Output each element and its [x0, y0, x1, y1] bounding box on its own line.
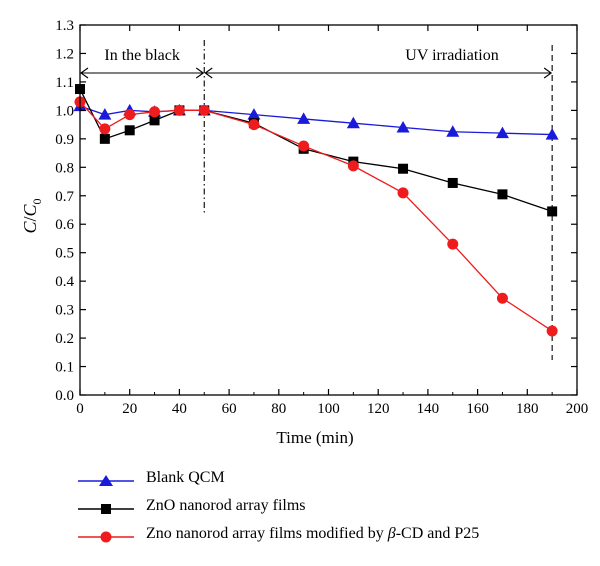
y-tick-label: 1.3 — [55, 18, 74, 34]
legend-label: ZnO nanorod array films — [146, 497, 306, 514]
data-point — [347, 160, 359, 172]
data-point — [546, 325, 558, 337]
square-marker-icon — [78, 504, 134, 514]
uv-phase-label: UV irradiation — [405, 47, 498, 64]
data-point — [346, 116, 360, 129]
series-line — [79, 101, 553, 332]
x-tick-label: 100 — [317, 401, 340, 417]
x-tick-label: 20 — [122, 401, 137, 417]
data-point — [124, 109, 136, 121]
y-tick-label: 1.2 — [55, 46, 74, 62]
x-tick-label: 160 — [466, 401, 489, 417]
data-point — [495, 126, 509, 139]
x-tick-label: 80 — [271, 401, 286, 417]
x-tick-label: 180 — [516, 401, 539, 417]
data-point — [149, 106, 161, 118]
data-point — [98, 108, 112, 120]
x-tick-label: 60 — [222, 401, 237, 417]
legend: Blank QCM ZnO nanorod array films Zno na… — [68, 467, 588, 551]
data-point — [545, 128, 559, 140]
y-tick-label: 1.1 — [55, 75, 74, 91]
annotations: In the black UV irradiation — [80, 40, 553, 360]
arrow-head-right — [195, 67, 205, 79]
data-point — [447, 177, 458, 188]
x-axis-title: Time (min) — [276, 428, 353, 447]
y-tick-label: 0.3 — [55, 303, 74, 319]
series-layer — [73, 84, 559, 337]
y-tick-label: 0.6 — [55, 217, 74, 233]
axes: 0 20 40 60 80 100 120 140 160 180 200 0.0 0.1 0.2 0.3 0… — [55, 18, 588, 417]
series-line — [79, 88, 553, 213]
uv-phase-arrow — [204, 67, 553, 79]
plot-frame — [79, 24, 578, 396]
x-tick-label: 0 — [76, 401, 84, 417]
data-point — [547, 206, 558, 217]
y-tick-label: 0.1 — [55, 360, 74, 376]
data-point — [398, 163, 409, 174]
y-tick-label: 1.0 — [55, 103, 74, 119]
data-point — [496, 292, 508, 304]
y-tick-label: 0.4 — [55, 274, 74, 290]
data-point — [447, 238, 459, 250]
arrow-head-right — [543, 67, 553, 79]
legend-label: Blank QCM — [146, 469, 225, 486]
data-point — [124, 125, 135, 136]
data-point — [198, 104, 210, 116]
data-point — [149, 115, 160, 126]
dark-phase-arrow — [80, 67, 205, 79]
line-chart: In the black UV irradiation 0 20 40 60 80 100 1… — [20, 18, 588, 447]
data-point — [99, 133, 110, 144]
data-point — [446, 125, 460, 137]
data-point — [497, 189, 508, 200]
y-axis-title: C/C0 — [20, 198, 44, 233]
arrow-head-left — [80, 67, 89, 79]
x-tick-label: 140 — [417, 401, 440, 417]
y-tick-label: 0.5 — [55, 246, 74, 262]
data-point — [397, 187, 409, 199]
data-point — [247, 108, 261, 120]
series-0 — [73, 99, 559, 140]
dark-phase-label: In the black — [104, 47, 180, 64]
legend-item-zno-films: ZnO nanorod array films — [68, 495, 588, 523]
data-point — [396, 120, 410, 133]
series-1 — [75, 84, 558, 217]
y-tick-label: 0.7 — [55, 189, 74, 205]
data-point — [298, 140, 310, 152]
arrow-head-left — [204, 67, 213, 79]
data-point — [173, 104, 185, 116]
legend-label: Zno nanorod array films modified by β-CD… — [146, 525, 480, 542]
legend-item-blank-qcm: Blank QCM — [68, 467, 588, 495]
x-tick-label: 120 — [367, 401, 390, 417]
y-tick-label: 0.8 — [55, 160, 74, 176]
triangle-marker-icon — [78, 475, 134, 486]
data-point — [99, 123, 111, 135]
x-tick-label: 40 — [172, 401, 187, 417]
data-point — [248, 119, 260, 131]
x-tick-label: 200 — [566, 401, 589, 417]
legend-item-modified-films: Zno nanorod array films modified by β-CD… — [68, 523, 588, 551]
circle-marker-icon — [78, 531, 134, 543]
data-point — [297, 112, 311, 124]
y-tick-label: 0.2 — [55, 331, 74, 347]
y-tick-label: 0.9 — [55, 132, 74, 148]
y-tick-label: 0.0 — [55, 388, 74, 404]
